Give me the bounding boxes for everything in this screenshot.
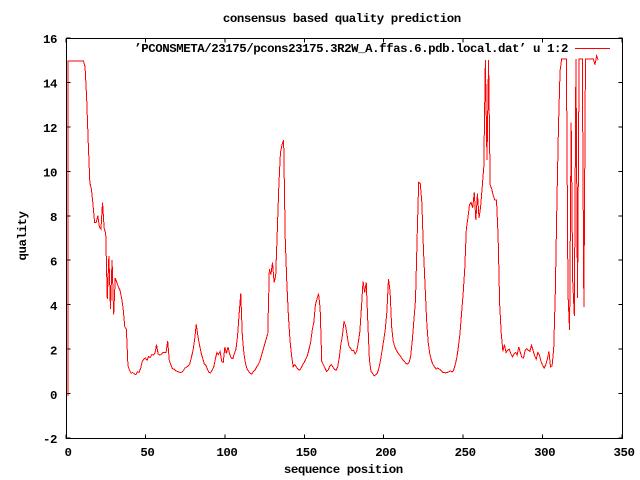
svg-text:quality: quality	[16, 211, 30, 261]
svg-text:10: 10	[43, 167, 57, 181]
svg-text:0: 0	[65, 446, 72, 460]
svg-text:14: 14	[43, 78, 58, 92]
svg-text:12: 12	[43, 122, 57, 136]
svg-text:sequence position: sequence position	[284, 463, 403, 477]
svg-text:6: 6	[50, 255, 57, 269]
svg-text:350: 350	[614, 446, 635, 460]
svg-text:4: 4	[50, 300, 58, 314]
svg-text:250: 250	[455, 446, 476, 460]
svg-text:16: 16	[43, 33, 57, 47]
svg-text:-2: -2	[43, 433, 57, 447]
svg-text:8: 8	[50, 211, 57, 225]
svg-text:’PCONSMETA/23175/pcons23175.3R: ’PCONSMETA/23175/pcons23175.3R2W_A.ffas.…	[134, 42, 568, 56]
svg-text:200: 200	[375, 446, 396, 460]
svg-text:300: 300	[534, 446, 555, 460]
svg-text:50: 50	[140, 446, 154, 460]
svg-text:100: 100	[216, 446, 237, 460]
svg-text:2: 2	[50, 344, 57, 358]
svg-text:150: 150	[296, 446, 317, 460]
svg-text:consensus based quality predic: consensus based quality prediction	[223, 12, 461, 26]
svg-text:0: 0	[50, 389, 57, 403]
